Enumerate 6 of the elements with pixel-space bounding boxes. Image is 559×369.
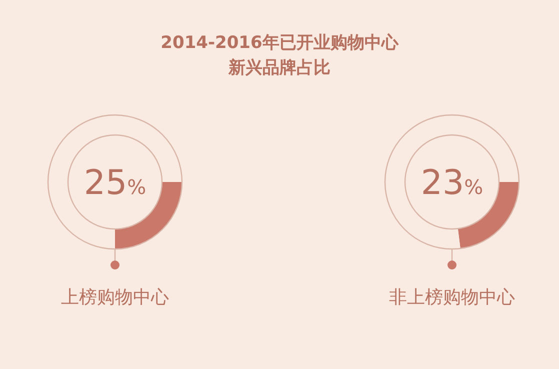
data-label: 25% bbox=[84, 163, 146, 203]
text: 上榜购物中心 bbox=[61, 287, 169, 308]
text: 非上榜购物中心 bbox=[389, 287, 515, 308]
text: 新兴品牌占比 bbox=[228, 58, 330, 78]
data-label: 23% bbox=[420, 163, 484, 203]
text: 2014-2016年已开业购物中心 bbox=[160, 33, 400, 53]
